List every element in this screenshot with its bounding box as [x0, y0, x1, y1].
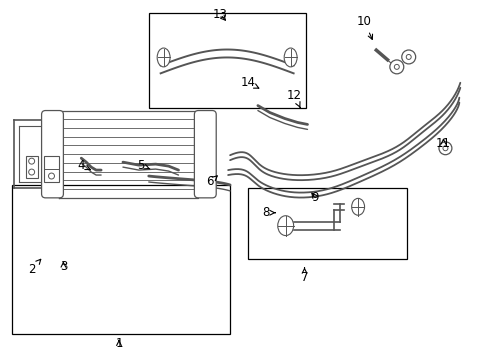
- Ellipse shape: [389, 60, 403, 74]
- FancyBboxPatch shape: [194, 111, 216, 198]
- Bar: [12, 185, 230, 334]
- Ellipse shape: [406, 54, 410, 59]
- Bar: [148, 13, 305, 108]
- Bar: [247, 188, 406, 260]
- FancyBboxPatch shape: [43, 156, 60, 182]
- FancyBboxPatch shape: [26, 156, 38, 178]
- Text: 2: 2: [28, 259, 41, 276]
- Ellipse shape: [401, 50, 415, 64]
- Text: 3: 3: [60, 260, 67, 273]
- Ellipse shape: [277, 216, 293, 235]
- Text: 9: 9: [311, 192, 319, 204]
- Ellipse shape: [157, 48, 170, 67]
- Ellipse shape: [393, 64, 399, 69]
- Ellipse shape: [442, 146, 447, 151]
- Ellipse shape: [284, 48, 297, 67]
- Text: 4: 4: [78, 159, 90, 172]
- Ellipse shape: [351, 198, 364, 215]
- Ellipse shape: [48, 173, 54, 179]
- Text: 12: 12: [286, 89, 302, 108]
- FancyBboxPatch shape: [41, 111, 63, 198]
- Text: 1: 1: [115, 337, 122, 350]
- Text: 8: 8: [262, 206, 275, 219]
- Text: 6: 6: [206, 175, 217, 189]
- Text: 14: 14: [240, 76, 258, 89]
- Ellipse shape: [29, 158, 35, 164]
- Text: 5: 5: [137, 159, 149, 172]
- Ellipse shape: [29, 169, 35, 175]
- Text: 11: 11: [435, 137, 450, 150]
- Text: 10: 10: [356, 15, 372, 39]
- Text: 13: 13: [212, 8, 227, 21]
- Ellipse shape: [438, 142, 451, 155]
- Text: 7: 7: [300, 268, 307, 284]
